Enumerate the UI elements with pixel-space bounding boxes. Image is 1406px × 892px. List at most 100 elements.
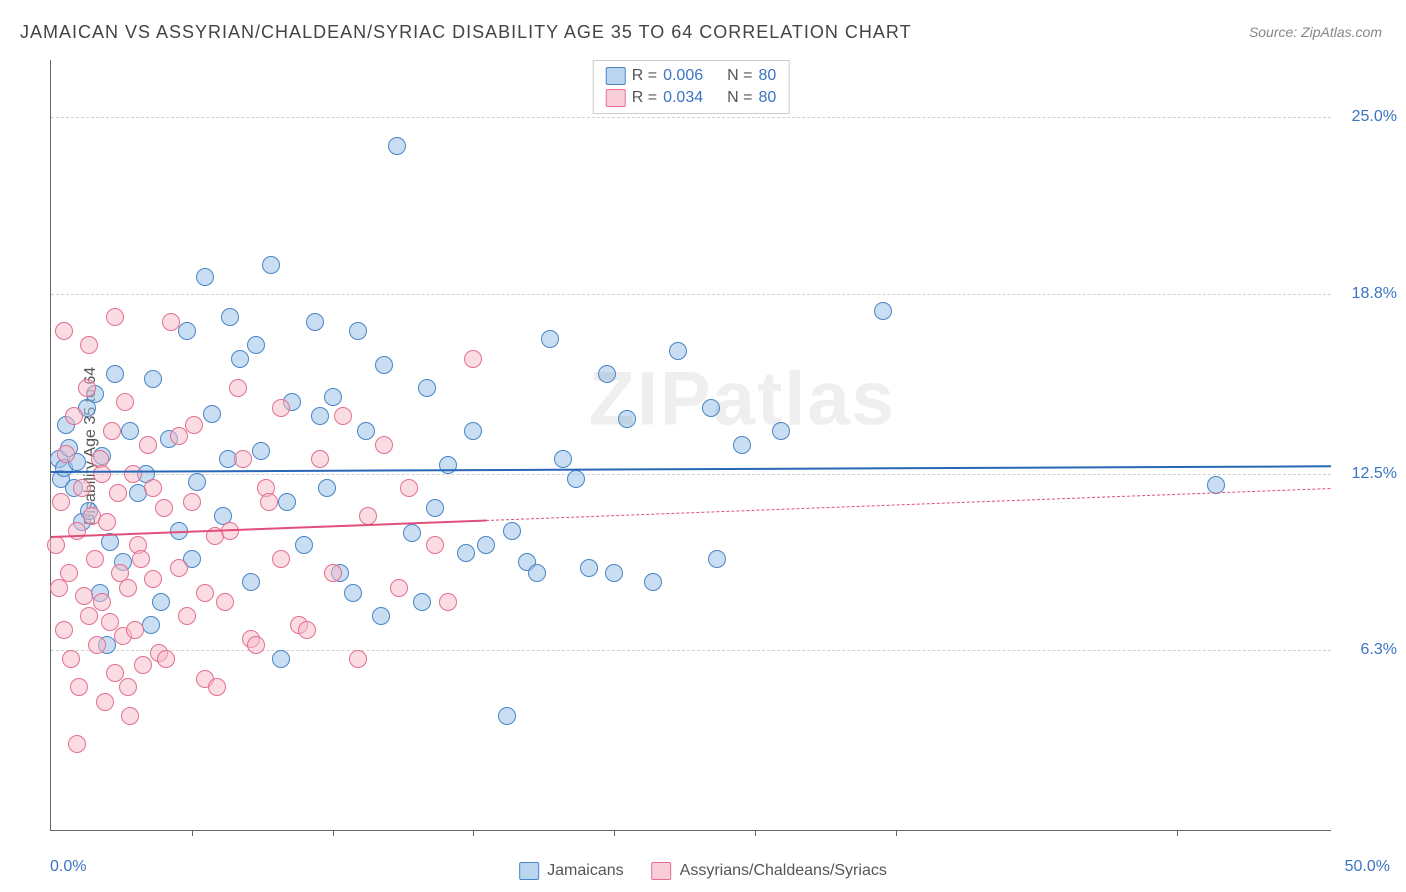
- x-tick: [755, 830, 756, 836]
- y-tick-label: 18.8%: [1337, 285, 1397, 303]
- data-point: [498, 707, 516, 725]
- legend-row: R =0.006N =80: [602, 65, 781, 87]
- data-point: [170, 427, 188, 445]
- r-label: R =: [632, 89, 657, 107]
- x-axis-max-label: 50.0%: [1345, 858, 1390, 876]
- data-point: [702, 399, 720, 417]
- data-point: [144, 570, 162, 588]
- data-point: [272, 650, 290, 668]
- data-point: [152, 593, 170, 611]
- data-point: [426, 536, 444, 554]
- data-point: [178, 322, 196, 340]
- data-point: [121, 707, 139, 725]
- data-point: [247, 336, 265, 354]
- data-point: [86, 550, 104, 568]
- data-point: [580, 559, 598, 577]
- legend-label: Assyrians/Chaldeans/Syriacs: [680, 862, 887, 880]
- data-point: [93, 593, 111, 611]
- data-point: [567, 470, 585, 488]
- data-point: [457, 544, 475, 562]
- data-point: [119, 579, 137, 597]
- data-point: [390, 579, 408, 597]
- data-point: [669, 342, 687, 360]
- data-point: [183, 493, 201, 511]
- data-point: [55, 322, 73, 340]
- data-point: [349, 650, 367, 668]
- gridline: [51, 650, 1331, 651]
- data-point: [157, 650, 175, 668]
- data-point: [334, 407, 352, 425]
- r-value: 0.034: [663, 89, 703, 107]
- chart-title: JAMAICAN VS ASSYRIAN/CHALDEAN/SYRIAC DIS…: [20, 22, 912, 43]
- data-point: [234, 450, 252, 468]
- data-point: [375, 436, 393, 454]
- data-point: [98, 513, 116, 531]
- data-point: [295, 536, 313, 554]
- data-point: [252, 442, 270, 460]
- data-point: [80, 336, 98, 354]
- data-point: [605, 564, 623, 582]
- data-point: [403, 524, 421, 542]
- r-value: 0.006: [663, 67, 703, 85]
- data-point: [426, 499, 444, 517]
- data-point: [278, 493, 296, 511]
- data-point: [60, 564, 78, 582]
- data-point: [134, 656, 152, 674]
- data-point: [262, 256, 280, 274]
- data-point: [400, 479, 418, 497]
- legend-swatch: [519, 862, 539, 880]
- data-point: [372, 607, 390, 625]
- data-point: [644, 573, 662, 591]
- data-point: [88, 636, 106, 654]
- n-value: 80: [758, 89, 776, 107]
- regression-line-extrapolated: [486, 488, 1331, 521]
- data-point: [216, 593, 234, 611]
- legend-label: Jamaicans: [547, 862, 623, 880]
- data-point: [126, 621, 144, 639]
- gridline: [51, 474, 1331, 475]
- y-tick-label: 6.3%: [1337, 641, 1397, 659]
- data-point: [103, 422, 121, 440]
- data-point: [477, 536, 495, 554]
- data-point: [55, 621, 73, 639]
- data-point: [68, 735, 86, 753]
- legend-swatch: [606, 67, 626, 85]
- gridline: [51, 117, 1331, 118]
- gridline: [51, 294, 1331, 295]
- data-point: [306, 313, 324, 331]
- data-point: [185, 416, 203, 434]
- data-point: [70, 678, 88, 696]
- x-tick: [192, 830, 193, 836]
- data-point: [116, 393, 134, 411]
- data-point: [231, 350, 249, 368]
- data-point: [772, 422, 790, 440]
- data-point: [142, 616, 160, 634]
- data-point: [96, 693, 114, 711]
- data-point: [554, 450, 572, 468]
- x-tick: [896, 830, 897, 836]
- data-point: [65, 407, 83, 425]
- data-point: [162, 313, 180, 331]
- data-point: [272, 550, 290, 568]
- series-legend: Jamaicans Assyrians/Chaldeans/Syriacs: [519, 862, 887, 880]
- data-point: [144, 479, 162, 497]
- data-point: [47, 536, 65, 554]
- data-point: [62, 650, 80, 668]
- data-point: [311, 450, 329, 468]
- data-point: [144, 370, 162, 388]
- data-point: [324, 388, 342, 406]
- data-point: [413, 593, 431, 611]
- data-point: [464, 350, 482, 368]
- data-point: [139, 436, 157, 454]
- data-point: [196, 268, 214, 286]
- x-tick: [333, 830, 334, 836]
- data-point: [106, 308, 124, 326]
- x-tick: [614, 830, 615, 836]
- correlation-legend: R =0.006N =80R =0.034N =80: [593, 60, 790, 114]
- data-point: [618, 410, 636, 428]
- legend-item: Assyrians/Chaldeans/Syriacs: [652, 862, 887, 880]
- legend-item: Jamaicans: [519, 862, 623, 880]
- data-point: [464, 422, 482, 440]
- data-point: [80, 607, 98, 625]
- data-point: [272, 399, 290, 417]
